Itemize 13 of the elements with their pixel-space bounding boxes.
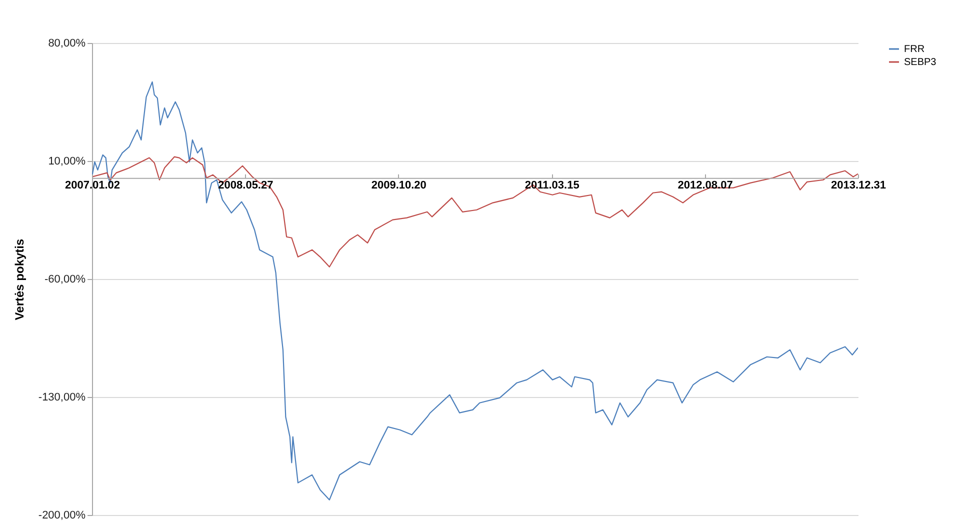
legend-label: SEBP3 (904, 57, 937, 68)
y-tick-label: 80,00% (48, 38, 86, 50)
y-axis-title: Vertės pokytis (12, 238, 26, 320)
y-tick-label: 10,00% (48, 156, 86, 168)
x-tick-label: 2009.10.20 (371, 179, 426, 192)
y-tick-label: -130,00% (38, 392, 86, 404)
legend-label: FRR (904, 44, 925, 55)
x-tick-label: 2013.12.31 (830, 179, 886, 192)
y-tick-label: -60,00% (44, 274, 86, 286)
x-tick-label: 2007.01.02 (64, 179, 120, 192)
y-tick-label: -200,00% (38, 510, 86, 522)
x-tick-label: 2012.08.07 (678, 179, 733, 192)
x-tick-label: 2011.03.15 (524, 179, 580, 192)
